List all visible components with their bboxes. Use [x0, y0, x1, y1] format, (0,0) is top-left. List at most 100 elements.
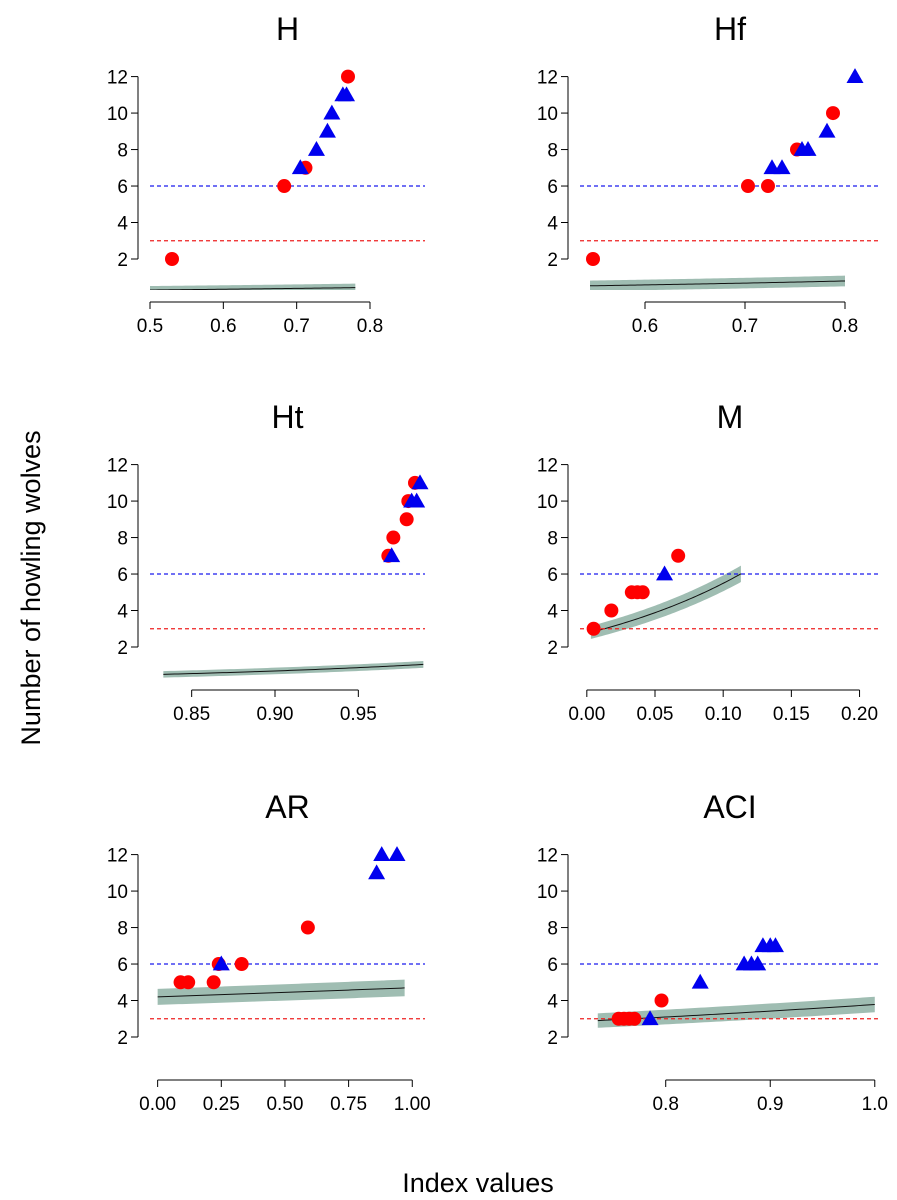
panel-ar-x-tick-label: 0.50 [266, 1094, 303, 1115]
panel-ht-fit-line [163, 663, 424, 675]
panel-ar-title: AR [265, 789, 309, 825]
panel-h-point-red-1 [277, 179, 292, 194]
panel-hf-y-tick-label: 4 [547, 214, 558, 235]
panel-h-y-tick-label: 2 [117, 250, 128, 271]
panel-h-y-tick-label: 8 [117, 141, 128, 162]
panel-hf-y-tick-label: 10 [537, 104, 558, 125]
panel-ar-point-red-4 [234, 957, 249, 972]
panel-hf-fit-line [589, 280, 846, 287]
panel-ar-point-blue-1 [368, 864, 386, 880]
panel-m-point-red-0 [586, 621, 601, 636]
panel-m-x-tick-label: 0.00 [568, 704, 605, 725]
panel-aci-x-tick-label: 0.8 [653, 1094, 679, 1115]
panel-ht-y-tick-label: 6 [117, 565, 128, 586]
panel-ar-point-red-1 [181, 975, 196, 990]
panel-h-fit-line [150, 287, 356, 290]
panel-hf-point-red-4 [826, 106, 840, 121]
panel-m-y-tick-label: 6 [547, 565, 558, 586]
panel-m-fit-line [590, 573, 742, 633]
panel-ar-point-red-2 [206, 975, 221, 990]
panel-ht-point-red-1 [386, 530, 401, 545]
panel-m-confidence-band [590, 565, 741, 639]
panel-aci-confidence-band [597, 996, 875, 1028]
panel-h-point-red-0 [165, 251, 179, 266]
panel-hf-confidence-band [590, 275, 845, 290]
panel-ar-point-red-5 [300, 920, 315, 935]
panel-hf-point-blue-5 [846, 68, 864, 83]
panel-aci-point-blue-4 [749, 955, 767, 971]
panel-m-point-blue-0 [656, 565, 674, 581]
panel-hf-point-red-2 [761, 179, 775, 194]
panel-aci-point-blue-7 [766, 937, 784, 953]
panel-m: M 2 4 6 8 10 12 0.00 0.05 0.10 0.15 0.20 [537, 399, 880, 725]
panel-m-y-tick-label: 8 [547, 529, 558, 550]
panel-hf-point-blue-3 [799, 141, 817, 156]
panels: H 2 4 6 8 10 12 0.5 0.6 0.7 0.8 Hf 2 4 6 8 10 12 0.6 0.7 0.8… [107, 11, 888, 1115]
panel-ar-x-tick-label: 0.25 [203, 1094, 240, 1115]
panel-m-x-tick-label: 0.10 [705, 704, 742, 725]
panel-aci-point-red-4 [654, 993, 669, 1008]
panel-ar-y-tick-label: 10 [107, 882, 128, 903]
panel-aci-x-tick-label: 0.9 [757, 1094, 783, 1115]
panel-m-y-tick-label: 10 [537, 492, 558, 513]
panel-ar-y-tick-label: 2 [117, 1028, 128, 1049]
panel-ar-y-tick-label: 4 [117, 992, 128, 1013]
panel-h-y-tick-label: 4 [117, 214, 128, 235]
panel-m-point-red-4 [635, 585, 650, 600]
panel-m-y-tick-label: 12 [537, 456, 558, 477]
panel-ht-x-tick-label: 0.95 [340, 704, 377, 725]
panel-hf-x-tick-label: 0.6 [632, 316, 658, 337]
panel-hf-y-tick-label: 12 [537, 68, 558, 89]
panel-aci: ACI 2 4 6 8 10 12 0.8 0.9 1.0 [537, 789, 888, 1115]
panel-h-point-blue-5 [338, 86, 356, 102]
panel-ht-x-tick-label: 0.90 [257, 704, 294, 725]
panel-h-point-blue-2 [318, 122, 336, 138]
panel-hf-point-blue-1 [773, 159, 791, 175]
panel-aci-point-blue-0 [641, 1010, 659, 1026]
panel-ht-point-red-2 [399, 512, 414, 527]
panel-ar-x-tick-label: 1.00 [394, 1094, 431, 1115]
panel-m-x-tick-label: 0.05 [637, 704, 674, 725]
panel-ar-y-tick-label: 12 [107, 846, 128, 867]
panel-m-y-tick-label: 4 [547, 602, 558, 623]
panel-hf-x-tick-label: 0.7 [732, 316, 758, 337]
panel-ar-y-tick-label: 8 [117, 919, 128, 940]
panel-m-x-tick-label: 0.15 [773, 704, 810, 725]
panel-ht-y-tick-label: 12 [107, 456, 128, 477]
panel-ht-point-blue-0 [383, 547, 401, 563]
panel-h-y-tick-label: 12 [107, 68, 128, 89]
panel-ar-y-tick-label: 6 [117, 955, 128, 976]
panel-hf-point-red-0 [586, 251, 600, 266]
panel-aci-y-tick-label: 10 [537, 882, 558, 903]
panel-ht-y-tick-label: 10 [107, 492, 128, 513]
panel-aci-point-red-3 [627, 1011, 642, 1026]
panel-h-y-tick-label: 10 [107, 104, 128, 125]
panel-aci-y-tick-label: 6 [547, 955, 558, 976]
panel-ar-x-tick-label: 0.00 [139, 1094, 176, 1115]
panel-hf-title: Hf [714, 11, 746, 47]
panel-aci-x-tick-label: 1.0 [862, 1094, 888, 1115]
panel-m-point-red-5 [671, 548, 686, 563]
panel-ar-fit-line [157, 987, 405, 998]
panel-aci-y-tick-label: 8 [547, 919, 558, 940]
panel-ar-x-tick-label: 0.75 [330, 1094, 367, 1115]
panel-h: H 2 4 6 8 10 12 0.5 0.6 0.7 0.8 [107, 11, 425, 337]
panel-m-x-tick-label: 0.20 [841, 704, 878, 725]
panel-ar-point-blue-3 [388, 846, 406, 861]
panel-h-title: H [276, 11, 299, 47]
panel-h-point-blue-3 [323, 104, 341, 120]
panel-ht-point-blue-3 [411, 474, 429, 490]
panel-ht-y-tick-label: 2 [117, 638, 128, 659]
panel-ar-point-blue-2 [373, 846, 391, 861]
panel-ht-y-tick-label: 4 [117, 602, 128, 623]
panel-m-y-tick-label: 2 [547, 638, 558, 659]
panel-hf-y-tick-label: 8 [547, 141, 558, 162]
panel-ar-point-blue-0 [212, 955, 230, 971]
panel-hf-x-tick-label: 0.8 [832, 316, 858, 337]
panel-aci-title: ACI [703, 789, 756, 825]
panel-m-point-red-1 [604, 603, 619, 618]
panel-h-x-tick-label: 0.5 [137, 316, 163, 337]
panel-aci-y-tick-label: 4 [547, 992, 558, 1013]
panel-ht-x-tick-label: 0.85 [173, 704, 210, 725]
panel-hf-point-red-1 [741, 179, 755, 194]
